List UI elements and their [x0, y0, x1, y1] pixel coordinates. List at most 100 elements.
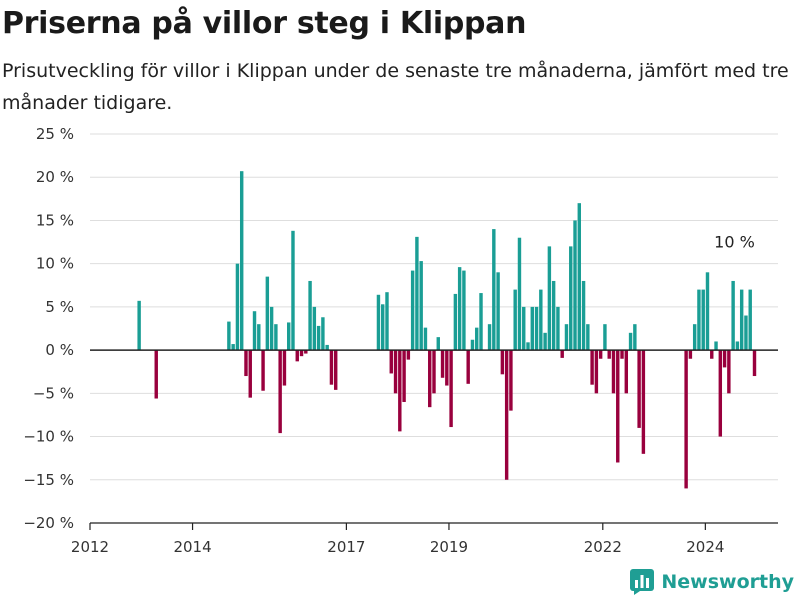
y-tick-label: 15 % [36, 211, 74, 229]
bar [248, 350, 252, 398]
bar [406, 350, 411, 360]
gridlines [90, 133, 778, 481]
bar [577, 203, 581, 351]
bar [551, 280, 556, 351]
bar [727, 350, 731, 394]
bar [295, 350, 299, 362]
bar [504, 350, 509, 480]
bar [415, 236, 419, 351]
bar [581, 280, 586, 351]
bar [556, 306, 560, 351]
bar [522, 306, 526, 351]
bar [449, 350, 453, 428]
bar [274, 324, 278, 351]
bar [598, 350, 603, 359]
y-tick-label: 10 % [36, 255, 74, 273]
bar [607, 350, 611, 359]
bar [423, 327, 428, 351]
bar [227, 321, 231, 351]
bar [620, 350, 624, 359]
y-tick-label: −20 % [23, 514, 74, 532]
bar [509, 350, 513, 411]
bar [265, 276, 270, 351]
x-tick-label: 2024 [686, 538, 724, 556]
bar [560, 350, 564, 358]
x-tick-label: 2022 [584, 538, 622, 556]
bar [316, 325, 321, 351]
bar [594, 350, 599, 394]
bar [697, 289, 701, 351]
bar [487, 324, 492, 351]
bar [692, 324, 697, 351]
bar [701, 289, 705, 351]
bar [462, 270, 466, 351]
bar [440, 350, 445, 378]
x-tick-label: 2014 [173, 538, 211, 556]
bar [616, 350, 620, 463]
bar [269, 306, 274, 351]
bar [543, 332, 547, 351]
bar [539, 289, 543, 351]
bar [586, 324, 590, 351]
bar [633, 324, 637, 351]
bar [569, 246, 573, 351]
y-tick-label: 20 % [36, 168, 74, 186]
bar [436, 337, 440, 351]
bar [287, 322, 291, 351]
bar [752, 350, 757, 377]
x-tick-label: 2017 [327, 538, 365, 556]
bar [398, 350, 402, 432]
bar [282, 350, 287, 386]
bar [718, 350, 723, 437]
y-tick-label: 0 % [45, 341, 74, 359]
bar [688, 350, 693, 359]
bar [432, 350, 436, 394]
bar [573, 220, 577, 351]
bar [402, 350, 406, 402]
y-tick-label: 25 % [36, 125, 74, 143]
bar [385, 292, 389, 351]
last-value-annotation: 10 % [714, 233, 755, 252]
bar [261, 350, 265, 391]
x-tick-label: 2012 [71, 538, 109, 556]
bar [278, 350, 282, 434]
bar [624, 350, 629, 394]
bar [231, 344, 235, 351]
bar [603, 324, 607, 351]
bar [329, 350, 334, 385]
bar [235, 263, 240, 351]
bar [321, 317, 325, 351]
bar [530, 306, 534, 351]
bar [291, 230, 295, 351]
bar [705, 272, 710, 351]
bar [393, 350, 398, 394]
x-tick-label: 2019 [430, 538, 468, 556]
bar [154, 350, 158, 399]
brand-logo[interactable]: Newsworthy [629, 568, 794, 596]
bar [453, 293, 458, 351]
y-tick-label: 5 % [45, 298, 74, 316]
bar [710, 350, 714, 359]
bar [334, 350, 338, 390]
bar [299, 350, 304, 357]
bar [257, 324, 261, 351]
bar [475, 327, 479, 351]
bar [564, 324, 569, 351]
bar [611, 350, 616, 394]
bar [252, 311, 257, 351]
bar [641, 350, 646, 454]
bar [748, 289, 752, 351]
bar [722, 350, 727, 368]
chart-subtitle: Prisutveckling för villor i Klippan unde… [2, 60, 789, 114]
bar [239, 171, 244, 351]
bar [466, 350, 470, 384]
bar [137, 300, 141, 351]
y-tick-label: −10 % [23, 428, 74, 446]
bar [376, 294, 381, 351]
newsworthy-logo-icon [630, 569, 655, 595]
bar [496, 272, 500, 351]
bar [684, 350, 688, 489]
bar [547, 246, 552, 351]
bar [308, 280, 312, 351]
brand-name: Newsworthy [661, 571, 794, 593]
